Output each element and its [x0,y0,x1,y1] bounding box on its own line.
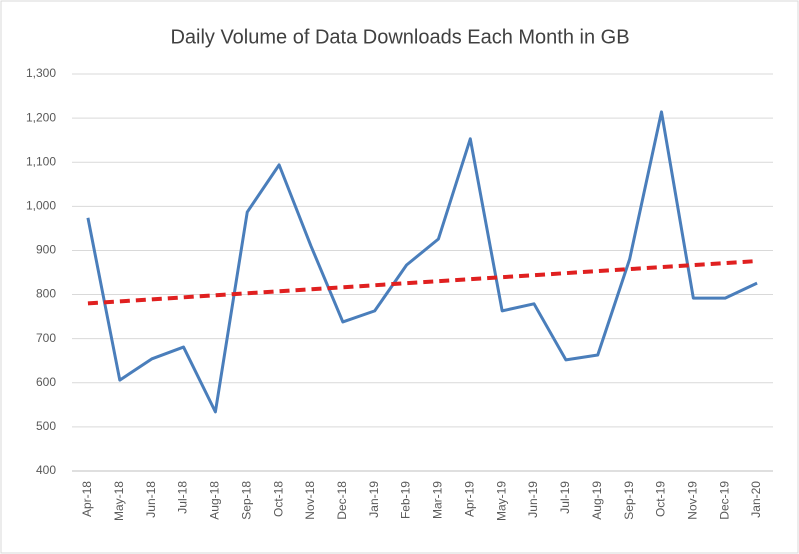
data-line [86,110,758,414]
x-tick-label: May-19 [494,481,508,521]
x-tick-label: Aug-19 [590,481,604,520]
y-tick-label: 1,100 [26,154,56,168]
y-tick-label: 500 [36,419,56,433]
y-tick-label: 1,200 [26,110,56,124]
y-tick-label: 600 [36,375,56,389]
x-tick-label: Nov-19 [686,481,700,520]
x-tick-label: Dec-19 [717,481,731,520]
x-tick-label: Dec-18 [335,481,349,520]
x-tick-label: Jan-19 [367,481,381,518]
y-tick-label: 800 [36,287,56,301]
x-tick-label: Mar-19 [431,481,445,519]
x-tick-label: Oct-18 [271,481,285,517]
y-tick-label: 900 [36,243,56,257]
x-tick-label: Jul-18 [176,481,190,514]
y-tick-label: 400 [36,463,56,477]
x-tick-label: Sep-18 [239,481,253,520]
x-tick-label: Jun-19 [526,481,540,518]
x-tick-label: Nov-18 [303,481,317,520]
x-tick-label: Oct-19 [654,481,668,517]
x-tick-label: Aug-18 [208,481,222,520]
chart-title: Daily Volume of Data Downloads Each Mont… [170,26,629,48]
y-tick-label: 1,000 [26,199,56,213]
x-tick-label: Feb-19 [399,481,413,519]
y-tick-label: 1,300 [26,66,56,80]
y-tick-label: 700 [36,331,56,345]
x-tick-label: Jul-19 [558,481,572,514]
x-tick-label: Jun-18 [144,481,158,518]
x-tick-label: Jan-20 [749,481,763,518]
x-tick-label: May-18 [112,481,126,521]
x-tick-label: Apr-18 [80,481,94,517]
x-tick-label: Sep-19 [622,481,636,520]
x-tick-label: Apr-19 [462,481,476,517]
